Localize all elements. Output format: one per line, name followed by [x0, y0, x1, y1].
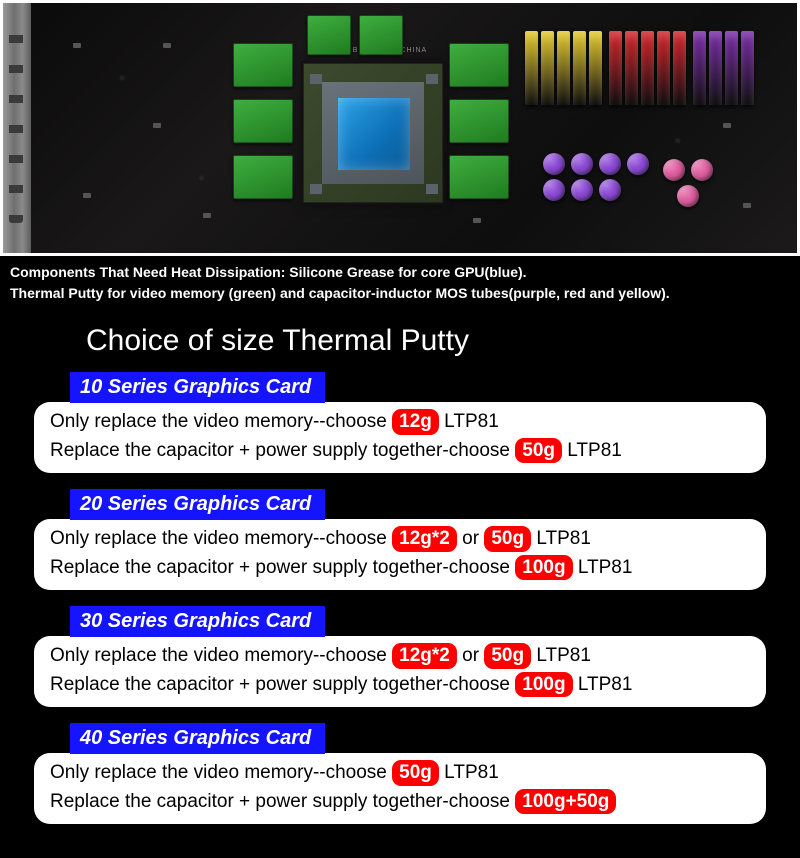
size-pill: 12g	[392, 409, 439, 435]
vram-chip	[307, 15, 351, 55]
mosfet	[741, 31, 754, 105]
capacitor	[543, 153, 565, 175]
mosfet	[693, 31, 706, 105]
mosfet	[725, 31, 738, 105]
vram-chip	[233, 43, 293, 87]
infographic-frame: PCB MADE IN CHINA Components That Need H…	[0, 0, 800, 800]
pcb-image-wrap: PCB MADE IN CHINA	[0, 0, 800, 256]
series-header: 30 Series Graphics Card	[70, 606, 325, 637]
series-line: Replace the capacitor + power supply tog…	[50, 671, 750, 700]
size-pill: 100g	[515, 672, 572, 698]
caption-line: Thermal Putty for video memory (green) a…	[10, 283, 790, 304]
series-line: Replace the capacitor + power supply tog…	[50, 788, 750, 817]
series-header: 20 Series Graphics Card	[70, 489, 325, 520]
series-header: 40 Series Graphics Card	[70, 723, 325, 754]
vram-chip	[233, 155, 293, 199]
series-line: Only replace the video memory--choose 12…	[50, 642, 750, 671]
section-title: Choice of size Thermal Putty	[0, 314, 800, 370]
capacitor	[627, 153, 649, 175]
io-bracket	[3, 3, 31, 253]
mosfet	[541, 31, 554, 105]
capacitor	[571, 179, 593, 201]
capacitor	[599, 153, 621, 175]
mosfet	[625, 31, 638, 105]
series-list: 10 Series Graphics Card Only replace the …	[0, 370, 800, 858]
mosfet	[657, 31, 670, 105]
size-pill: 100g+50g	[515, 789, 616, 815]
capacitor	[663, 159, 685, 181]
mosfet	[573, 31, 586, 105]
capacitor	[571, 153, 593, 175]
pcb-caption: Components That Need Heat Dissipation: S…	[0, 256, 800, 314]
series-body: Only replace the video memory--choose 12…	[34, 519, 766, 590]
mosfet	[525, 31, 538, 105]
caption-line: Components That Need Heat Dissipation: S…	[10, 262, 790, 283]
vram-chip	[449, 43, 509, 87]
vram-chip	[449, 155, 509, 199]
series-body: Only replace the video memory--choose 12…	[34, 402, 766, 473]
capacitor	[691, 159, 713, 181]
size-pill: 100g	[515, 555, 572, 581]
mosfet	[641, 31, 654, 105]
series-line: Only replace the video memory--choose 50…	[50, 759, 750, 788]
mosfet	[557, 31, 570, 105]
vram-chip	[233, 99, 293, 143]
vram-chip	[359, 15, 403, 55]
mosfet	[673, 31, 686, 105]
capacitor	[599, 179, 621, 201]
size-pill: 50g	[515, 438, 562, 464]
size-pill: 12g*2	[392, 526, 457, 552]
size-pill: 50g	[392, 760, 439, 786]
series-line: Replace the capacitor + power supply tog…	[50, 554, 750, 583]
mosfet	[709, 31, 722, 105]
series-line: Only replace the video memory--choose 12…	[50, 525, 750, 554]
series-header: 10 Series Graphics Card	[70, 372, 325, 403]
pcb-board: PCB MADE IN CHINA	[3, 3, 797, 253]
mosfet	[609, 31, 622, 105]
series-block: 40 Series Graphics Card Only replace the …	[34, 723, 766, 824]
vram-chip	[449, 99, 509, 143]
gpu-core	[338, 98, 410, 170]
series-body: Only replace the video memory--choose 50…	[34, 753, 766, 824]
size-pill: 50g	[484, 526, 531, 552]
gpu-package	[303, 63, 443, 203]
capacitor	[543, 179, 565, 201]
capacitor	[677, 185, 699, 207]
series-block: 30 Series Graphics Card Only replace the …	[34, 606, 766, 707]
mosfet	[589, 31, 602, 105]
size-pill: 12g*2	[392, 643, 457, 669]
series-line: Replace the capacitor + power supply tog…	[50, 437, 750, 466]
series-body: Only replace the video memory--choose 12…	[34, 636, 766, 707]
size-pill: 50g	[484, 643, 531, 669]
series-block: 10 Series Graphics Card Only replace the …	[34, 372, 766, 473]
series-line: Only replace the video memory--choose 12…	[50, 408, 750, 437]
series-block: 20 Series Graphics Card Only replace the …	[34, 489, 766, 590]
